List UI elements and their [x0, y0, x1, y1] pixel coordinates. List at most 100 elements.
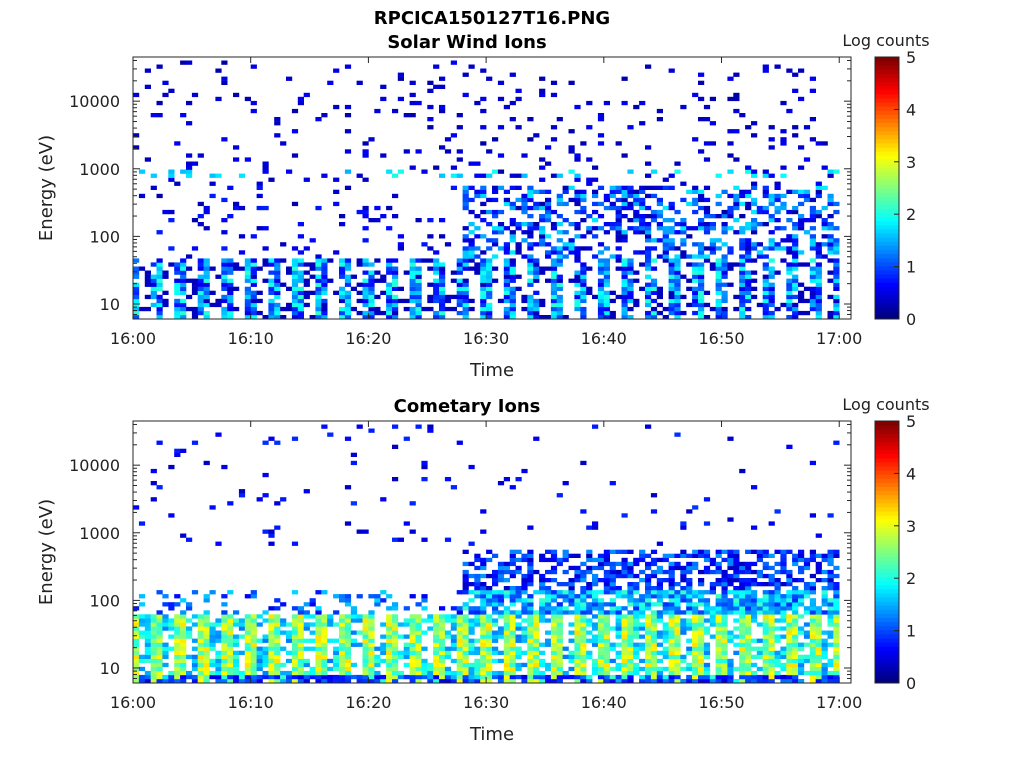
heatmap-cell	[421, 606, 428, 611]
heatmap-cell	[421, 464, 428, 470]
heatmap-cell	[768, 573, 775, 579]
heatmap-cell	[297, 250, 304, 255]
heatmap-cell	[433, 84, 440, 89]
heatmap-cell	[492, 553, 499, 558]
heatmap-cell	[627, 298, 634, 304]
colorbar-tick-label: 5	[906, 48, 916, 67]
heatmap-cell	[709, 238, 716, 243]
heatmap-cell	[550, 250, 558, 255]
heatmap-cell	[815, 270, 822, 275]
colorbar-swatch	[875, 138, 899, 144]
heatmap-cell	[303, 626, 310, 631]
heatmap-cell	[409, 315, 416, 320]
heatmap-cell	[698, 254, 705, 259]
heatmap-cell	[339, 310, 346, 316]
heatmap-cell	[656, 634, 663, 639]
heatmap-cell	[709, 222, 716, 227]
heatmap-cell	[827, 642, 834, 647]
heatmap-cell	[250, 315, 257, 320]
heatmap-cell	[745, 646, 752, 651]
heatmap-cell	[515, 274, 522, 279]
heatmap-cell	[698, 193, 705, 199]
heatmap-cell	[756, 666, 763, 672]
heatmap-cell	[568, 222, 575, 227]
heatmap-cell	[592, 582, 599, 587]
heatmap-cell	[592, 565, 599, 571]
heatmap-cell	[156, 614, 163, 619]
heatmap-cell	[709, 610, 716, 615]
heatmap-cell	[174, 270, 181, 275]
heatmap-cell	[480, 662, 487, 668]
heatmap-cell	[550, 598, 558, 603]
heatmap-cell	[297, 315, 304, 320]
heatmap-cell	[650, 561, 658, 567]
heatmap-cell	[745, 189, 752, 194]
heatmap-cell	[727, 630, 734, 635]
heatmap-cell	[568, 598, 575, 603]
heatmap-cell	[180, 658, 187, 664]
heatmap-cell	[774, 246, 781, 251]
heatmap-cell	[521, 298, 528, 304]
heatmap-cell	[715, 670, 722, 676]
heatmap-cell	[803, 622, 811, 627]
heatmap-cell	[162, 209, 169, 215]
heatmap-cell	[786, 666, 793, 672]
heatmap-cell	[462, 630, 469, 635]
heatmap-cell	[315, 278, 322, 283]
heatmap-cell	[698, 598, 705, 603]
heatmap-cell	[574, 670, 581, 676]
heatmap-cell	[203, 662, 210, 668]
heatmap-cell	[650, 602, 658, 607]
heatmap-cell	[250, 646, 257, 651]
heatmap-cell	[403, 436, 410, 441]
heatmap-cell	[580, 234, 587, 239]
heatmap-cell	[798, 262, 805, 267]
heatmap-cell	[715, 674, 722, 680]
heatmap-cell	[768, 626, 775, 631]
heatmap-cell	[739, 614, 746, 619]
heatmap-cell	[133, 310, 140, 316]
heatmap-cell	[439, 306, 446, 312]
heatmap-cell	[392, 634, 399, 639]
heatmap-cell	[727, 76, 734, 81]
heatmap-cell	[456, 614, 463, 619]
heatmap-cell	[780, 201, 787, 207]
heatmap-cell	[280, 306, 287, 312]
heatmap-cell	[456, 294, 463, 300]
heatmap-cell	[674, 262, 681, 267]
heatmap-cell	[203, 290, 210, 295]
heatmap-cell	[756, 598, 763, 603]
heatmap-cell	[386, 169, 393, 174]
heatmap-cell	[503, 642, 510, 647]
heatmap-cell	[415, 286, 422, 291]
heatmap-cell	[633, 642, 640, 647]
heatmap-cell	[303, 679, 310, 684]
heatmap-cell	[545, 266, 552, 271]
heatmap-cell	[774, 662, 781, 668]
heatmap-cell	[586, 606, 593, 611]
heatmap-cell	[621, 679, 628, 684]
heatmap-cell	[468, 298, 475, 304]
heatmap-cell	[297, 662, 304, 668]
heatmap-cell	[433, 654, 440, 659]
heatmap-cell	[492, 602, 499, 607]
heatmap-cell	[621, 189, 628, 194]
heatmap-cell	[745, 594, 752, 599]
heatmap-cell	[615, 214, 622, 219]
heatmap-cell	[762, 630, 769, 635]
heatmap-cell	[503, 561, 510, 567]
heatmap-cell	[256, 666, 263, 672]
heatmap-cell	[203, 610, 210, 615]
heatmap-cell	[433, 679, 440, 684]
heatmap-cell	[745, 254, 752, 259]
heatmap-cell	[621, 298, 628, 304]
heatmap-cell	[650, 666, 658, 672]
heatmap-cell	[368, 646, 375, 651]
heatmap-cell	[780, 606, 787, 611]
heatmap-cell	[439, 262, 446, 267]
heatmap-cell	[745, 618, 752, 623]
heatmap-cell	[727, 674, 734, 680]
x-axis-label: Time	[469, 724, 514, 745]
heatmap-cell	[439, 642, 446, 647]
heatmap-cell	[745, 238, 752, 243]
